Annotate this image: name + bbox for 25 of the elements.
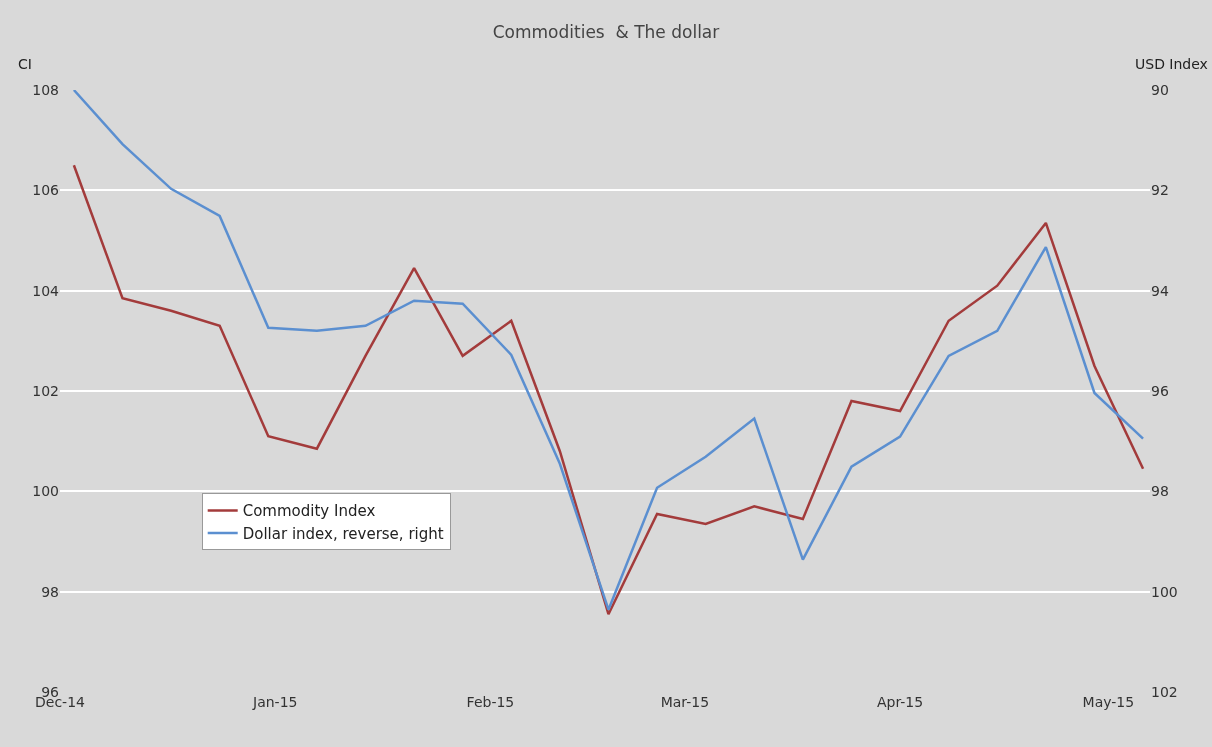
legend-label: Dollar index, reverse, right bbox=[242, 524, 444, 543]
y-tick-label: 108 bbox=[32, 81, 59, 98]
y-tick-label: 98 bbox=[41, 583, 59, 600]
y2-axis-title: USD Index bbox=[1135, 56, 1208, 72]
y-axis-title: CI bbox=[18, 56, 32, 72]
y2-tick-label: 90 bbox=[1151, 81, 1169, 98]
y2-tick-label: 102 bbox=[1151, 683, 1178, 700]
chart-title: Commodities & The dollar bbox=[492, 22, 720, 43]
y-tick-label: 104 bbox=[32, 282, 60, 299]
y-tick-label: 106 bbox=[32, 182, 60, 199]
x-tick-label: May-15 bbox=[1082, 694, 1135, 710]
x-tick-label: Apr-15 bbox=[876, 694, 924, 710]
y2-tick-label: 92 bbox=[1151, 182, 1169, 199]
legend-label: Commodity Index bbox=[242, 502, 376, 521]
y2-tick-label: 96 bbox=[1151, 382, 1169, 399]
x-tick-label: Mar-15 bbox=[660, 694, 710, 710]
x-tick-label: Feb-15 bbox=[466, 694, 515, 710]
y2-tick-label: 94 bbox=[1151, 282, 1169, 299]
line-series bbox=[72, 164, 1145, 616]
y2-tick-label: 98 bbox=[1151, 483, 1169, 500]
y2-tick-label: 100 bbox=[1151, 583, 1178, 600]
x-tick-label: Jan-15 bbox=[251, 694, 298, 710]
line-series bbox=[72, 90, 1145, 611]
y-tick-label: 102 bbox=[32, 382, 59, 399]
y-tick-label: 100 bbox=[32, 483, 59, 500]
